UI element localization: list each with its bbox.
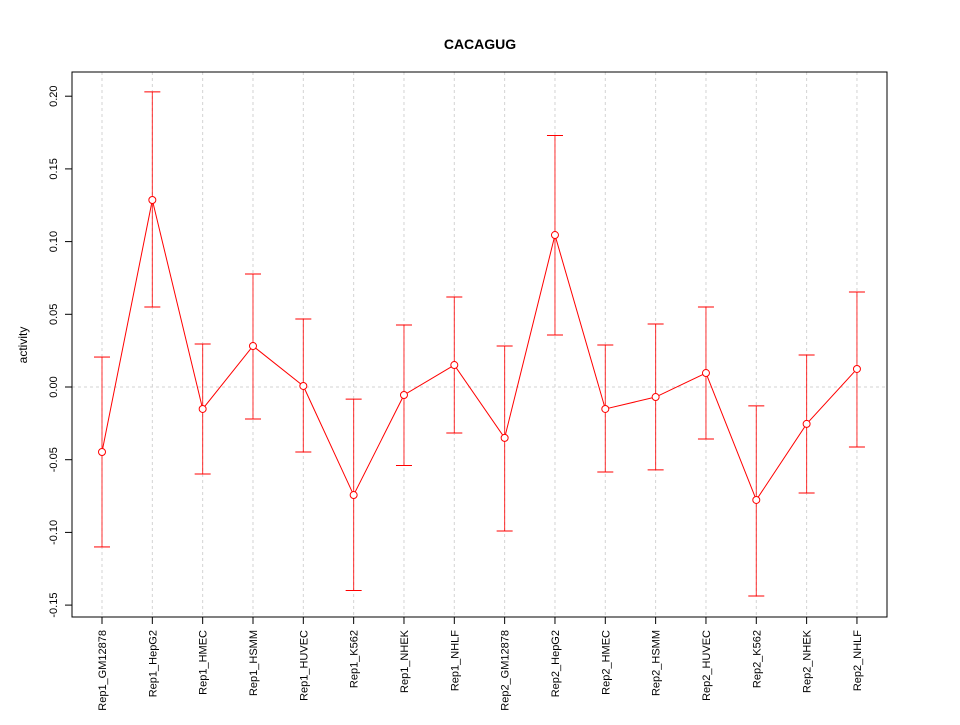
x-tick-label: Rep2_NHLF xyxy=(852,630,864,691)
x-tick-label: Rep2_HMEC xyxy=(600,630,612,695)
x-tick-label: Rep1_NHEK xyxy=(399,629,411,693)
y-axis: -0.15 -0.10 -0.05 0.00 0.05 0.10 0.15 0.20 xyxy=(48,85,73,618)
series-polyline xyxy=(101,199,858,502)
series-line xyxy=(98,196,861,504)
data-point xyxy=(399,390,408,399)
data-point xyxy=(701,369,710,378)
y-tick-label: 0.05 xyxy=(48,304,60,325)
grid xyxy=(72,72,887,617)
x-tick-label: Rep1_HUVEC xyxy=(298,630,310,701)
data-point xyxy=(98,447,106,456)
data-point xyxy=(450,361,459,370)
data-point xyxy=(148,196,157,205)
data-point xyxy=(601,404,610,413)
y-tick-label: 0.00 xyxy=(48,376,60,397)
x-tick-label: Rep1_GM12878 xyxy=(97,630,109,711)
data-point xyxy=(550,231,559,240)
error-bars xyxy=(94,91,865,597)
x-tick-label: Rep2_GM12878 xyxy=(500,630,512,711)
x-tick-label: Rep1_K562 xyxy=(349,630,361,688)
data-point xyxy=(349,491,358,500)
x-tick-label: Rep1_NHLF xyxy=(449,630,461,691)
y-tick-label: 0.15 xyxy=(48,158,60,179)
data-point xyxy=(500,433,509,442)
data-point xyxy=(299,381,308,390)
data-point xyxy=(852,364,861,373)
y-tick-label: -0.05 xyxy=(48,447,60,472)
data-point xyxy=(198,404,207,413)
y-axis-label: activity xyxy=(16,327,30,364)
data-point xyxy=(248,341,257,350)
y-tick-label: 0.20 xyxy=(48,85,60,106)
x-tick-label: Rep2_K562 xyxy=(751,630,763,688)
x-tick-label: Rep1_HepG2 xyxy=(147,630,159,697)
x-axis: Rep1_GM12878 Rep1_HepG2 Rep1_HMEC Rep1_HSMM… xyxy=(97,616,864,711)
data-point xyxy=(651,393,660,402)
y-tick-label: -0.15 xyxy=(48,593,60,618)
x-tick-label: Rep1_HSMM xyxy=(248,630,260,696)
y-tick-label: -0.10 xyxy=(48,520,60,545)
y-tick-label: 0.10 xyxy=(48,231,60,252)
x-tick-label: Rep1_HMEC xyxy=(198,630,210,695)
data-point xyxy=(802,419,811,428)
x-tick-label: Rep2_NHEK xyxy=(802,629,814,693)
x-tick-label: Rep2_HUVEC xyxy=(701,630,713,701)
chart-title: CACAGUG xyxy=(444,36,516,52)
x-tick-label: Rep2_HSMM xyxy=(651,630,663,696)
plot-frame xyxy=(71,71,888,618)
x-tick-label: Rep2_HepG2 xyxy=(550,630,562,697)
data-point xyxy=(752,495,761,504)
